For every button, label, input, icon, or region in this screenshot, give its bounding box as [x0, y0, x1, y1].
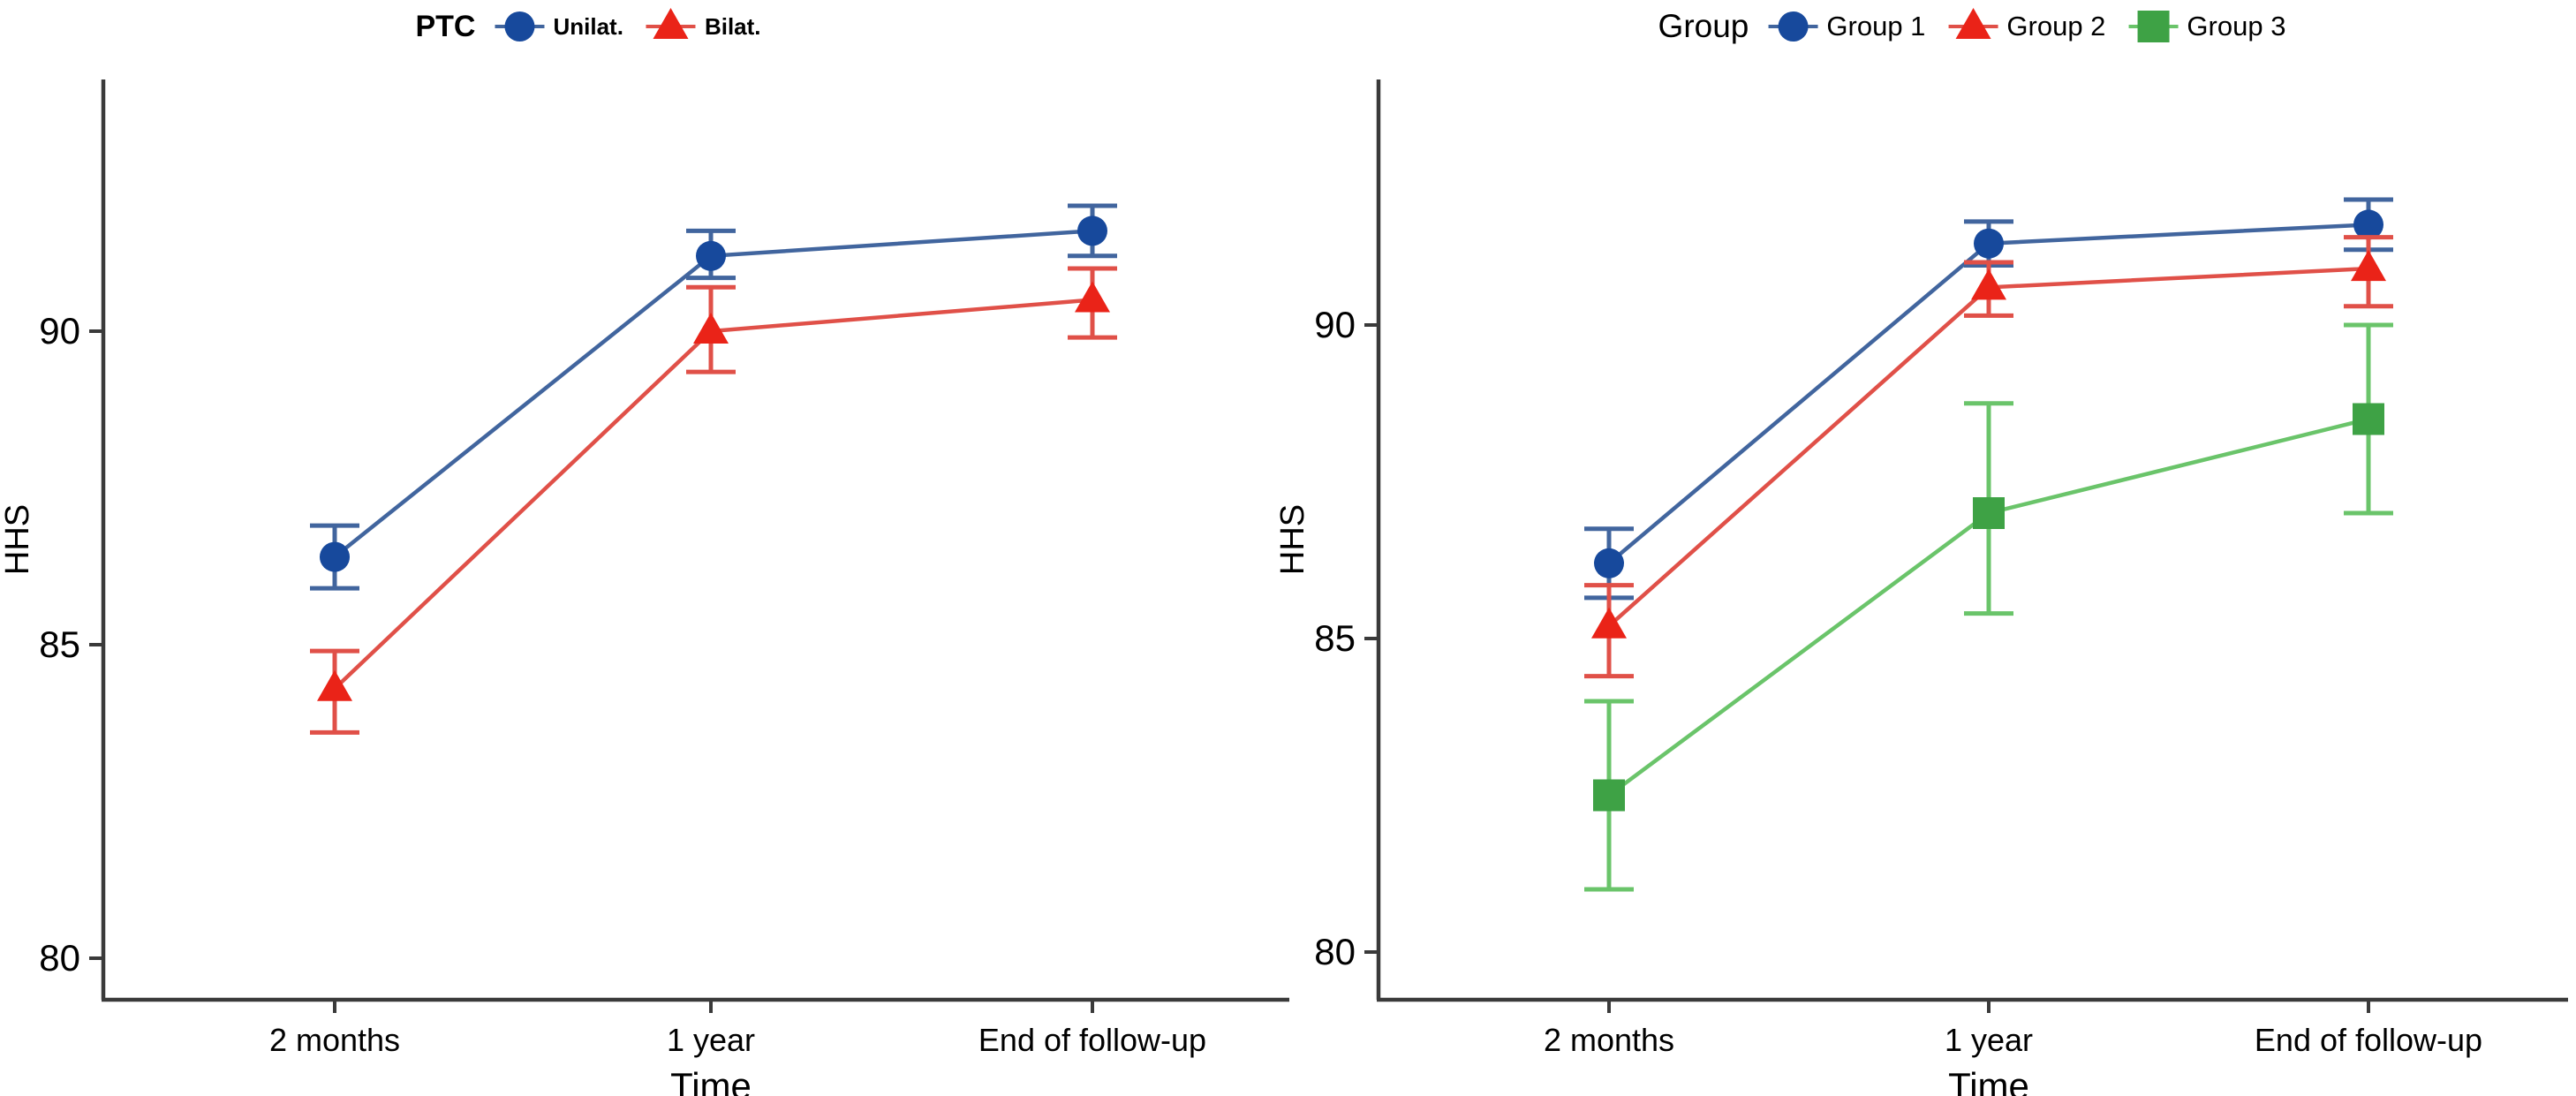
data-point-marker	[1594, 548, 1624, 578]
legend-label: Group 2	[2006, 11, 2106, 42]
x-tick-label: 2 months	[269, 1022, 400, 1058]
data-point-marker	[1077, 215, 1107, 246]
data-point-marker	[2353, 209, 2383, 240]
y-tick-label: 80	[1314, 931, 1356, 972]
legend-label: Unilat.	[553, 12, 623, 40]
legend-label: Bilat.	[704, 12, 761, 40]
legend-label: Group 1	[1826, 11, 1926, 42]
y-tick-label: 85	[39, 624, 80, 665]
x-axis-title: Time	[670, 1065, 752, 1096]
y-tick-label: 90	[39, 310, 80, 351]
left-legend-title: PTC	[415, 9, 476, 43]
data-point-marker	[693, 313, 729, 344]
right-legend: Group Group 1 Group 2 Group 3	[1658, 5, 2308, 48]
data-point-marker	[1591, 607, 1627, 639]
series-group-1	[1584, 197, 2393, 601]
data-point-marker	[1973, 497, 2005, 529]
x-axis-title: Time	[1948, 1065, 2029, 1096]
data-point-marker	[1593, 779, 1625, 812]
square-legend-marker-icon	[2128, 11, 2179, 42]
legend-item-group-3: Group 3	[2127, 6, 2285, 47]
y-tick-label: 80	[39, 937, 80, 979]
data-point-marker	[696, 240, 726, 271]
data-point-marker	[1075, 281, 1110, 313]
left-legend: PTC Unilat. Bilat.	[415, 5, 782, 48]
y-axis-title: HHS	[0, 504, 36, 575]
legend-item-group-1: Group 1	[1766, 6, 1925, 47]
right-legend-title: Group	[1658, 8, 1749, 44]
data-point-marker	[1971, 268, 2006, 300]
square-icon	[2137, 11, 2170, 42]
data-point-marker	[2353, 403, 2384, 435]
data-point-marker	[317, 669, 352, 701]
x-tick-label: End of follow-up	[978, 1022, 1206, 1058]
triangle-icon	[1955, 8, 1991, 39]
triangle-legend-marker-icon	[1948, 8, 1998, 39]
panel-0: 80 85 90 2 months 1 year End of follow-up Time…	[0, 79, 1289, 1096]
legend-item-bilat-: Bilat.	[645, 6, 761, 47]
circle-legend-marker-icon	[1768, 11, 1818, 42]
triangle-legend-marker-icon	[646, 8, 696, 39]
series-bilat-	[310, 266, 1117, 735]
y-tick-label: 85	[1314, 617, 1356, 659]
panel-1: 80 85 90 2 months 1 year End of follow-up Time…	[1274, 79, 2568, 1096]
series-unilat-	[310, 203, 1117, 591]
x-tick-label: End of follow-up	[2255, 1022, 2482, 1058]
data-point-marker	[320, 541, 350, 572]
x-tick-label: 2 months	[1544, 1022, 1674, 1058]
circle-icon	[504, 11, 535, 42]
circle-legend-marker-icon	[495, 11, 545, 42]
y-tick-label: 90	[1314, 304, 1356, 345]
series-line	[333, 298, 1093, 691]
legend-label: Group 3	[2187, 11, 2286, 42]
triangle-icon	[653, 8, 689, 39]
series-group-2	[1584, 235, 2393, 679]
x-tick-label: 1 year	[1945, 1022, 2033, 1058]
x-tick-label: 1 year	[667, 1022, 755, 1058]
legend-item-unilat-: Unilat.	[493, 6, 623, 47]
data-point-marker	[2351, 250, 2386, 282]
circle-icon	[1778, 11, 1809, 42]
legend-item-group-2: Group 2	[1946, 6, 2105, 47]
series-group-3	[1584, 322, 2393, 892]
data-point-marker	[1974, 228, 2004, 259]
y-axis-title: HHS	[1274, 504, 1311, 575]
